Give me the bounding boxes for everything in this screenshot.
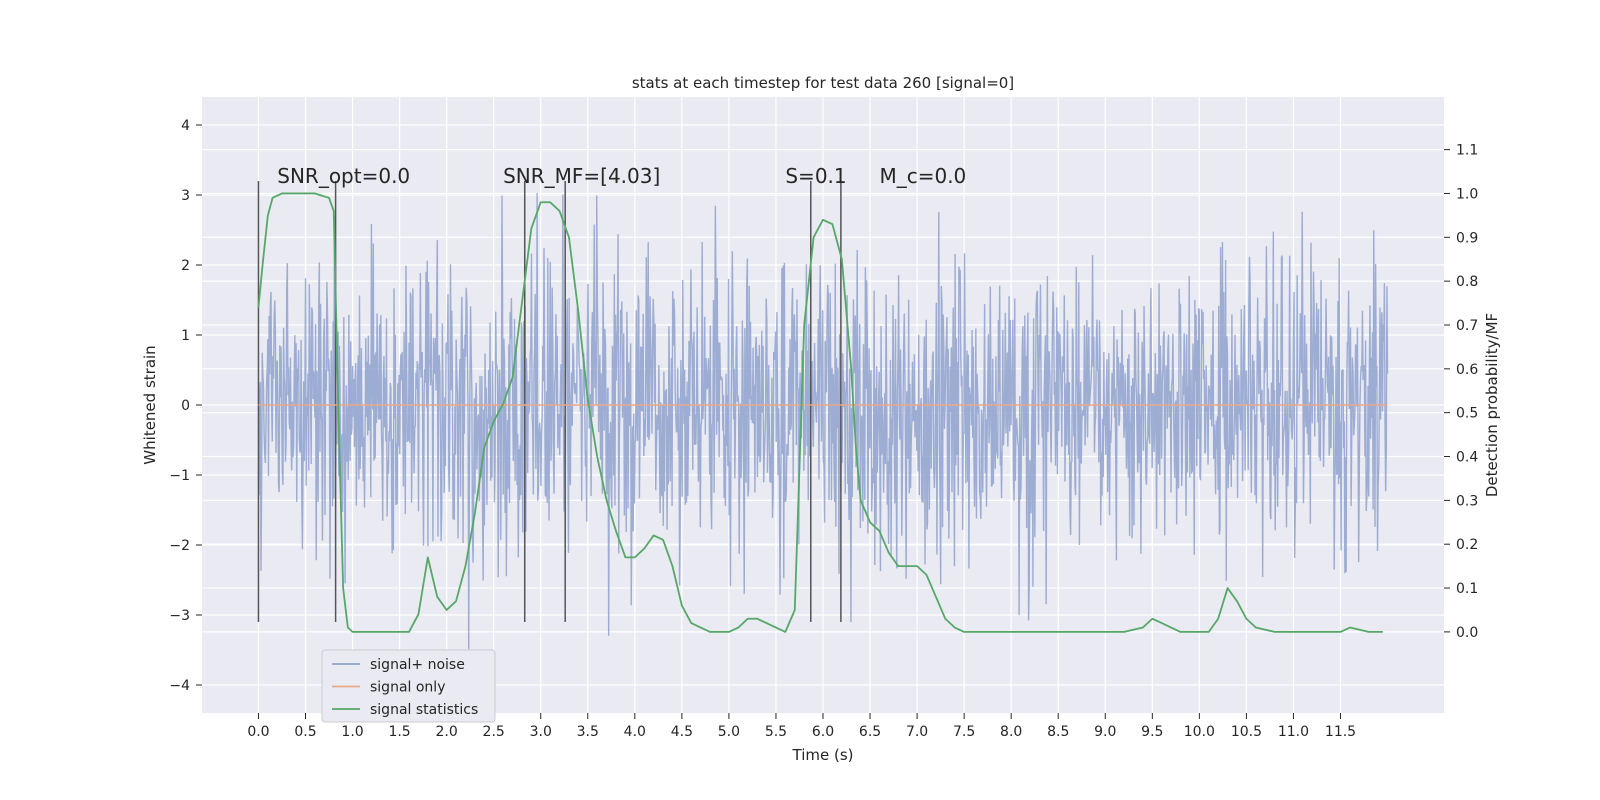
y2-tick-label: 0.7 [1456, 318, 1478, 334]
legend-label: signal+ noise [370, 657, 465, 673]
x-tick-label: 6.0 [812, 724, 834, 740]
x-tick-label: 10.0 [1184, 724, 1215, 740]
x-tick-label: 5.5 [765, 724, 787, 740]
x-tick-label: 4.0 [624, 724, 646, 740]
x-tick-label: 8.0 [1000, 724, 1022, 740]
y2-tick-label: 0.2 [1456, 537, 1478, 553]
annotation: M_c=0.0 [879, 164, 966, 188]
legend-label: signal only [370, 680, 445, 696]
y-tick-label: 4 [181, 118, 190, 134]
annotations: SNR_opt=0.0 SNR_MF=[4.03] S=0.1 M_c=0.0 [277, 164, 966, 188]
legend: signal+ noise signal only signal statistic… [321, 649, 496, 723]
x-tick-label: 3.0 [530, 724, 552, 740]
x-axis-label: Time (s) [792, 746, 854, 764]
y-tick-label: 3 [181, 188, 190, 204]
y2-tick-label: 0.8 [1456, 274, 1478, 290]
x-tick-label: 7.0 [906, 724, 928, 740]
x-tick-label: 11.0 [1278, 724, 1309, 740]
y-tick-label: −1 [169, 468, 190, 484]
y-tick-label: 0 [181, 398, 190, 414]
legend-label: signal statistics [370, 702, 478, 718]
y2-axis-label: Detection probability/MF [1483, 313, 1501, 497]
x-tick-label: 0.5 [294, 724, 316, 740]
y2-tick-label: 0.5 [1456, 406, 1478, 422]
y2-tick-label: 0.9 [1456, 230, 1478, 246]
y2-tick-label: 1.1 [1456, 143, 1478, 159]
y-tick-label: −3 [169, 608, 190, 624]
x-tick-label: 2.5 [483, 724, 505, 740]
annotation: SNR_opt=0.0 [277, 164, 410, 188]
x-tick-label: 1.0 [341, 724, 363, 740]
x-tick-label: 2.0 [436, 724, 458, 740]
x-tick-label: 10.5 [1231, 724, 1262, 740]
x-tick-label: 6.5 [859, 724, 881, 740]
y-tick-label: 2 [181, 258, 190, 274]
y2-tick-label: 0.6 [1456, 362, 1478, 378]
chart-title: stats at each timestep for test data 260… [632, 74, 1014, 92]
y2-tick-label: 0.1 [1456, 581, 1478, 597]
x-tick-label: 3.5 [577, 724, 599, 740]
y-tick-label: −2 [169, 538, 190, 554]
signal-statistics-line [257, 192, 1383, 633]
y-tick-label: −4 [169, 678, 190, 694]
y2-tick-label: 0.0 [1456, 625, 1478, 641]
y2-tick-label: 0.4 [1456, 450, 1478, 466]
annotation: SNR_MF=[4.03] [503, 164, 660, 188]
y-axis-label: Whitened strain [141, 345, 159, 464]
y2-tick-label: 0.3 [1456, 493, 1478, 509]
signal-noise-line [257, 192, 1389, 649]
x-tick-label: 9.0 [1094, 724, 1116, 740]
y-tick-label: 1 [181, 328, 190, 344]
annotation: S=0.1 [785, 164, 846, 188]
legend-box [321, 649, 496, 723]
x-tick-label: 5.0 [718, 724, 740, 740]
x-tick-label: 0.0 [247, 724, 269, 740]
noise-series [257, 192, 1389, 649]
axis-ticks: 0.0 0.5 1.0 1.5 2.0 2.5 3.0 3.5 4.0 4.5 5.0 5.5 6.0 6… [169, 118, 1478, 740]
x-tick-label: 7.5 [953, 724, 975, 740]
x-tick-label: 1.5 [388, 724, 410, 740]
x-tick-label: 4.5 [671, 724, 693, 740]
series-lines [257, 192, 1388, 633]
x-tick-label: 11.5 [1325, 724, 1356, 740]
y2-tick-label: 1.0 [1456, 186, 1478, 202]
x-tick-label: 8.5 [1047, 724, 1069, 740]
x-tick-label: 9.5 [1141, 724, 1163, 740]
